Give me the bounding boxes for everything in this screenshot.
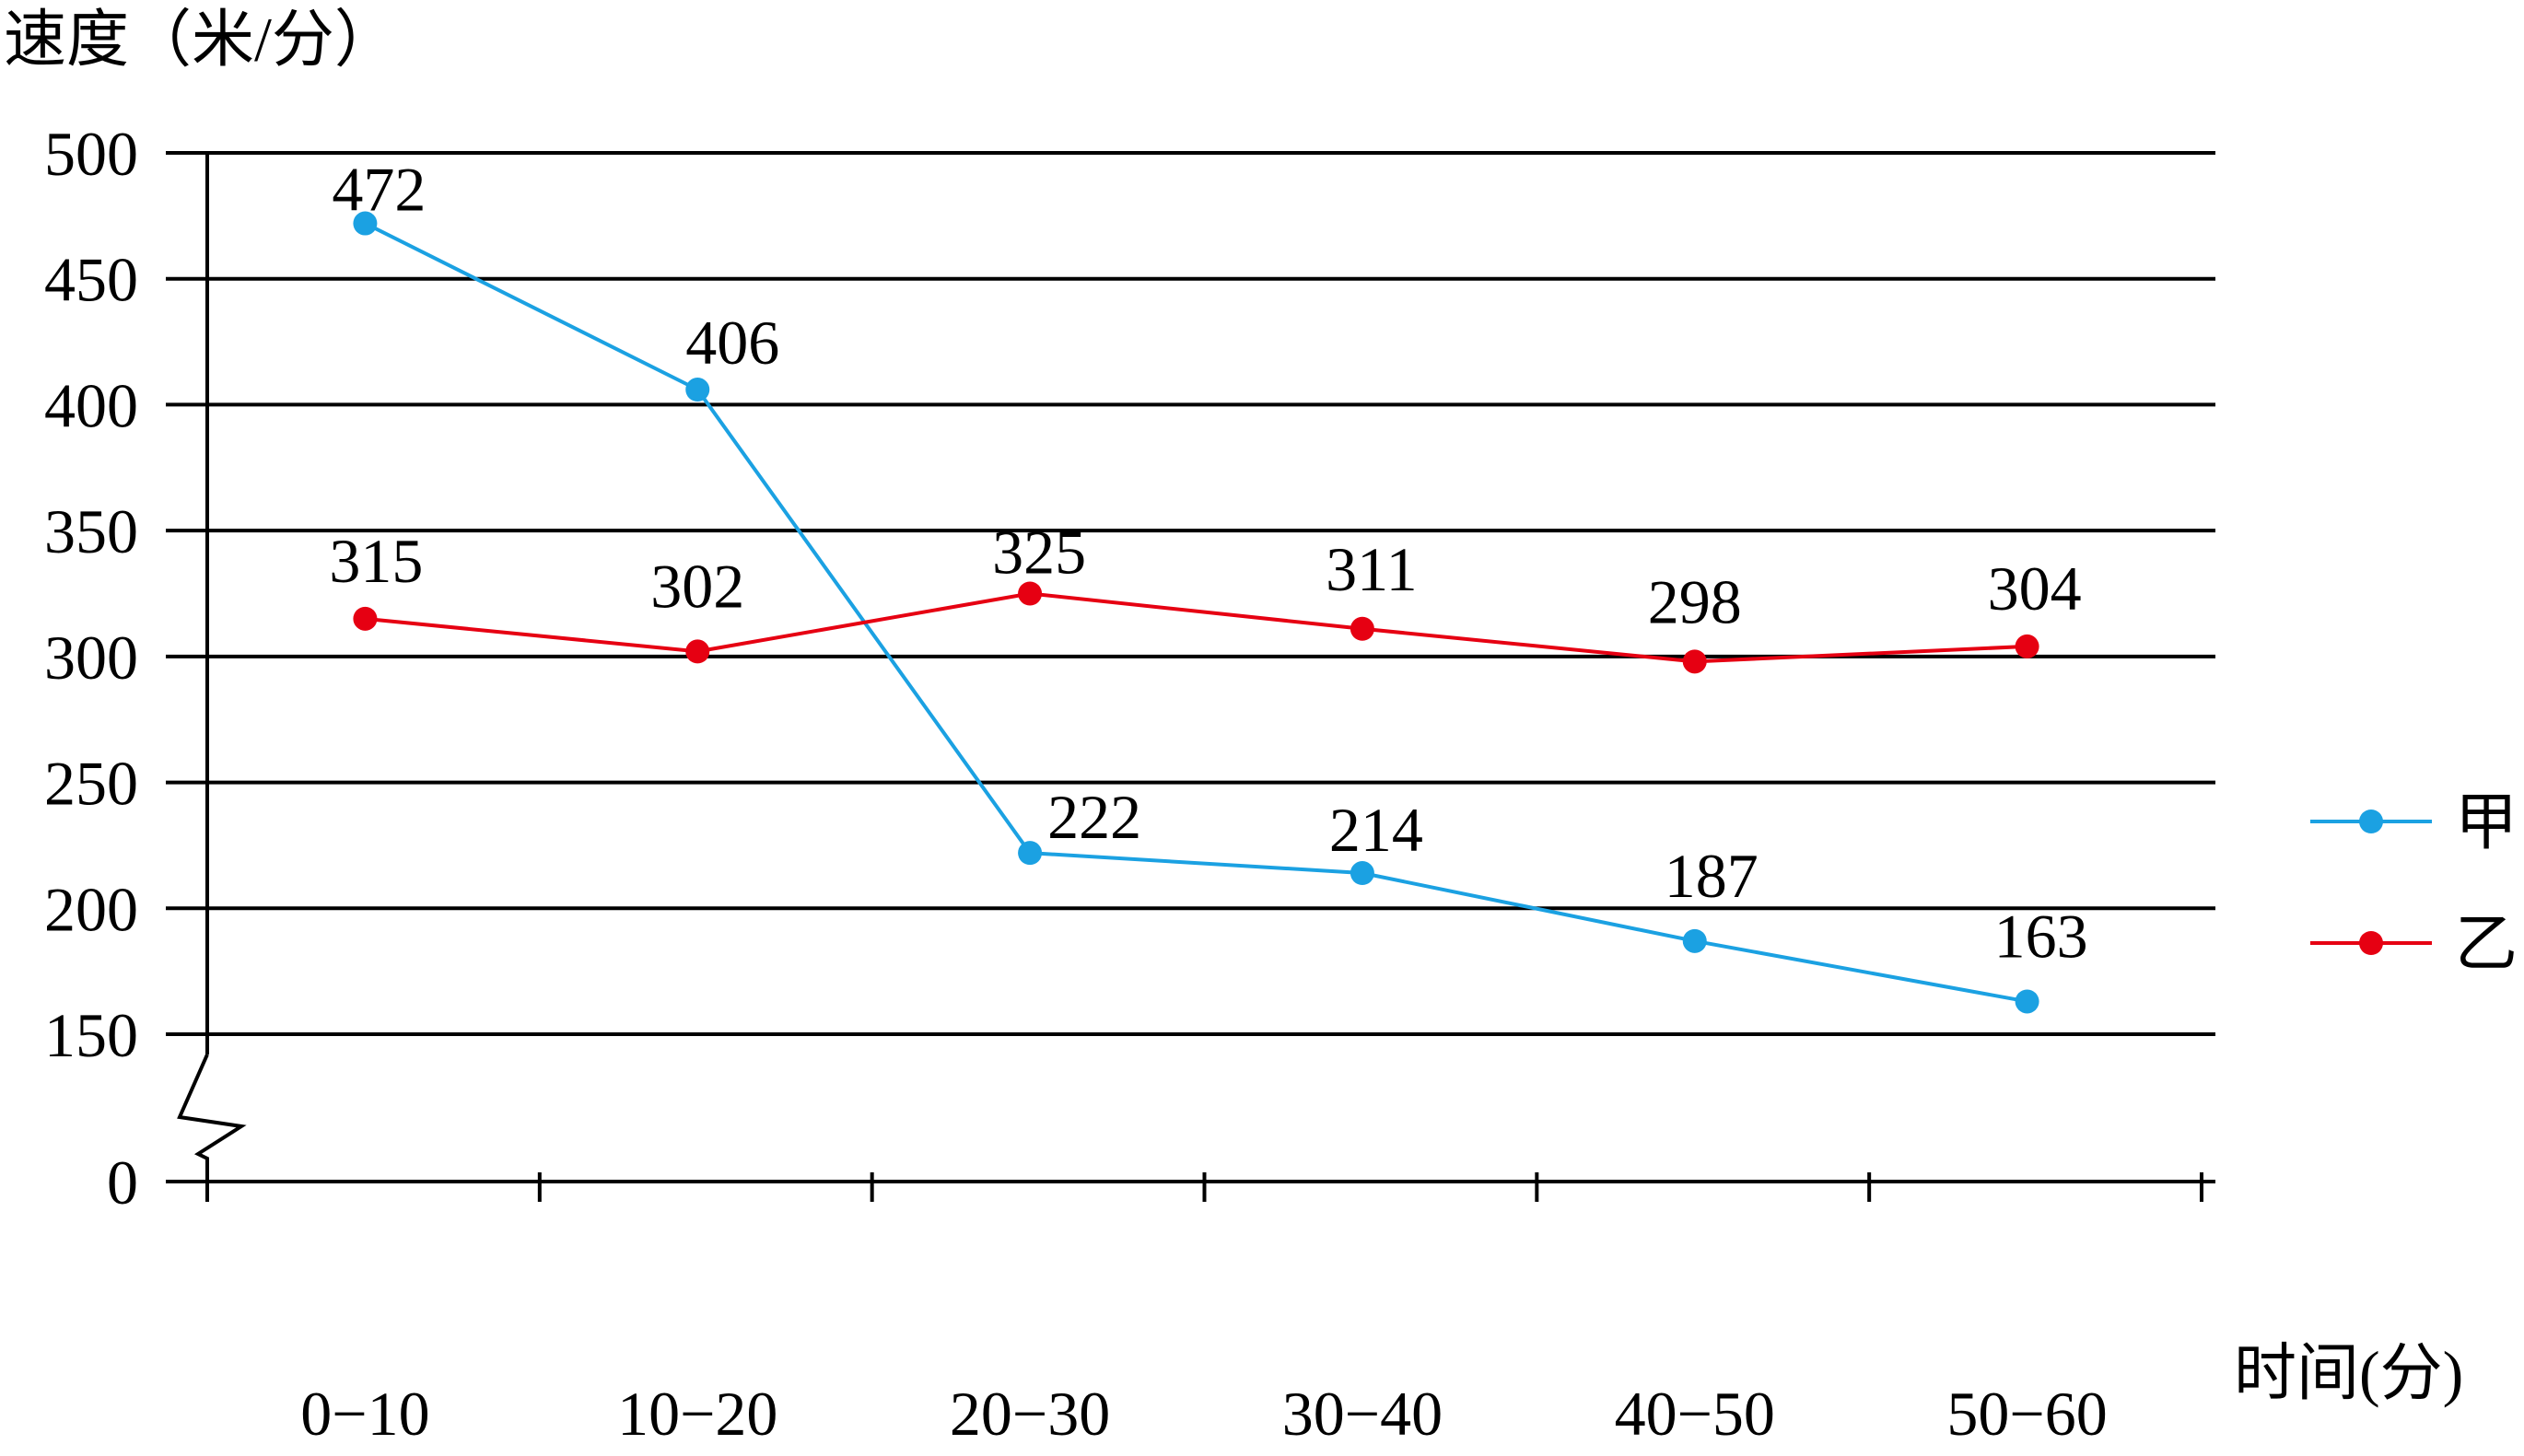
data-point bbox=[1682, 928, 1707, 953]
data-point bbox=[1350, 616, 1374, 641]
data-label: 311 bbox=[1326, 534, 1417, 604]
data-label: 187 bbox=[1665, 841, 1759, 911]
data-label: 304 bbox=[1988, 553, 2082, 623]
legend: 甲乙 bbox=[2310, 787, 2518, 979]
legend-label: 甲 bbox=[2455, 787, 2518, 857]
data-labels: 472 406 222 214 187 163 315 302 325 311 298 304 bbox=[329, 155, 2087, 972]
data-label: 163 bbox=[1994, 901, 2088, 971]
y-tick-label: 0 bbox=[107, 1147, 138, 1217]
data-point bbox=[353, 211, 378, 236]
data-point bbox=[2015, 989, 2039, 1014]
data-label: 214 bbox=[1329, 795, 1423, 865]
data-label: 406 bbox=[685, 308, 779, 378]
data-label: 472 bbox=[332, 155, 426, 225]
series-lines bbox=[353, 211, 2039, 1014]
y-tick-label: 400 bbox=[44, 370, 138, 440]
data-point bbox=[1018, 841, 1043, 866]
data-point bbox=[1350, 861, 1374, 886]
gridlines bbox=[166, 151, 2215, 1183]
x-tick-label: 20−30 bbox=[950, 1379, 1110, 1449]
series-line-yi bbox=[365, 591, 2027, 664]
data-point bbox=[353, 606, 378, 631]
y-tick-label: 450 bbox=[44, 245, 138, 315]
legend-label: 乙 bbox=[2455, 909, 2518, 979]
legend-marker bbox=[2359, 810, 2383, 833]
data-label: 325 bbox=[992, 518, 1086, 588]
y-tick-label: 150 bbox=[44, 1000, 138, 1070]
legend-marker bbox=[2359, 931, 2383, 955]
data-point bbox=[2015, 634, 2039, 658]
axes bbox=[177, 153, 2203, 1202]
data-label: 315 bbox=[329, 526, 423, 596]
y-tick-label: 300 bbox=[44, 623, 138, 693]
data-point bbox=[685, 378, 710, 402]
data-point bbox=[1682, 649, 1707, 674]
data-label: 222 bbox=[1047, 782, 1141, 852]
y-tick-label: 500 bbox=[44, 119, 138, 189]
x-tick-label: 40−50 bbox=[1615, 1379, 1775, 1449]
y-tick-label: 350 bbox=[44, 496, 138, 566]
x-axis-title: 时间(分) bbox=[2234, 1338, 2463, 1408]
data-label: 298 bbox=[1648, 566, 1742, 636]
y-axis-title: 速度（米/分） bbox=[4, 5, 397, 75]
x-tick-label: 10−20 bbox=[617, 1379, 777, 1449]
x-tick-label: 0−10 bbox=[300, 1379, 429, 1449]
series-line-jia bbox=[364, 221, 2027, 1004]
data-point bbox=[1018, 581, 1043, 606]
y-tick-label: 200 bbox=[44, 874, 138, 944]
y-axis-break bbox=[177, 1054, 247, 1200]
data-point bbox=[685, 639, 710, 664]
y-tick-label: 250 bbox=[44, 749, 138, 819]
tick-labels: 0 150 200 250 300 350 400 450 500 0−10 10−20 20−30 3… bbox=[44, 119, 2108, 1449]
x-tick-label: 50−60 bbox=[1946, 1379, 2107, 1449]
data-label: 302 bbox=[650, 551, 744, 621]
x-tick-label: 30−40 bbox=[1282, 1379, 1443, 1449]
